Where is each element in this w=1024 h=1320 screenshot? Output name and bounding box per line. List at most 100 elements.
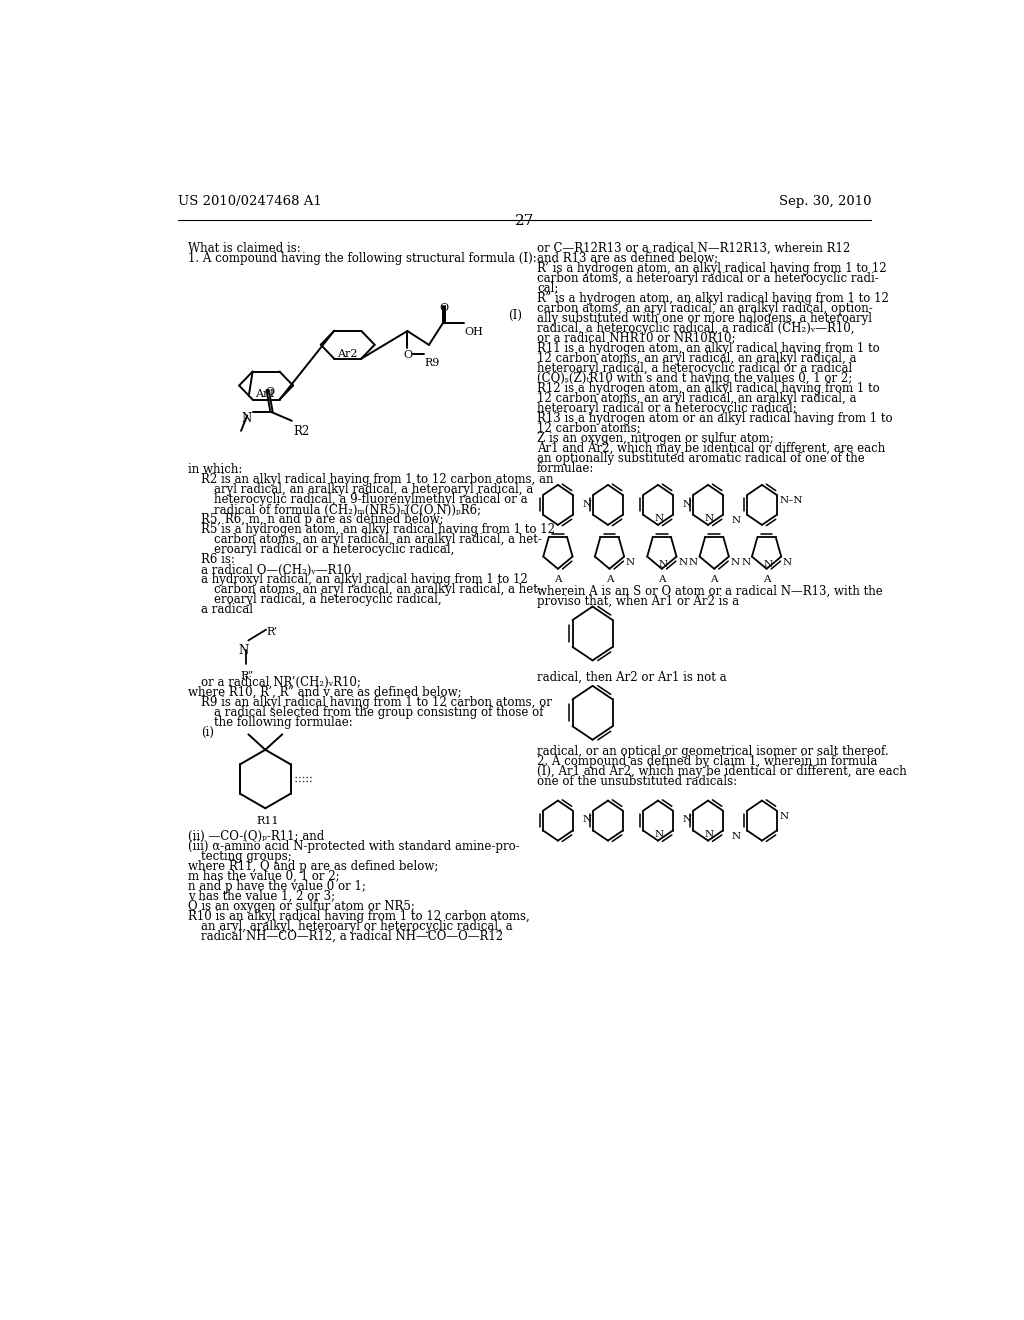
Text: (iii) α-amino acid N-protected with standard amine-pro-: (iii) α-amino acid N-protected with stan…: [188, 840, 520, 853]
Text: R9: R9: [424, 358, 439, 368]
Text: N: N: [730, 558, 739, 568]
Text: Ar1: Ar1: [255, 389, 275, 400]
Text: heteroaryl radical or a heterocyclic radical;: heteroaryl radical or a heterocyclic rad…: [538, 401, 797, 414]
Text: N: N: [705, 515, 714, 523]
Text: N: N: [764, 560, 773, 569]
Text: Ar2: Ar2: [337, 348, 357, 359]
Text: N: N: [705, 830, 714, 838]
Text: N: N: [678, 558, 687, 568]
Text: N: N: [626, 558, 635, 568]
Text: an optionally substituted aromatic radical of one of the: an optionally substituted aromatic radic…: [538, 451, 865, 465]
Text: formulae:: formulae:: [538, 462, 595, 475]
Text: N: N: [239, 644, 249, 656]
Text: carbon atoms, an aryl radical, an aralkyl radical, a het-: carbon atoms, an aryl radical, an aralky…: [214, 583, 543, 597]
Text: A: A: [711, 576, 718, 583]
Text: aryl radical, an aralkyl radical, a heteroaryl radical, a: aryl radical, an aralkyl radical, a hete…: [214, 483, 534, 496]
Text: N: N: [779, 812, 788, 821]
Text: a radical: a radical: [202, 603, 253, 616]
Text: R5 is a hydrogen atom, an alkyl radical having from 1 to 12: R5 is a hydrogen atom, an alkyl radical …: [202, 524, 555, 536]
Text: What is claimed is:: What is claimed is:: [188, 242, 301, 255]
Text: m has the value 0, 1 or 2;: m has the value 0, 1 or 2;: [188, 870, 340, 883]
Text: N: N: [689, 558, 698, 568]
Text: A: A: [605, 576, 613, 583]
Text: eroaryl radical, a heterocyclic radical,: eroaryl radical, a heterocyclic radical,: [214, 594, 442, 606]
Text: radical, a heterocyclic radical, a radical (CH₂)ᵥ—R10,: radical, a heterocyclic radical, a radic…: [538, 322, 855, 335]
Text: R” is a hydrogen atom, an alkyl radical having from 1 to 12: R” is a hydrogen atom, an alkyl radical …: [538, 292, 889, 305]
Text: OH: OH: [464, 327, 483, 337]
Text: N: N: [732, 832, 741, 841]
Text: R6 is:: R6 is:: [202, 553, 236, 566]
Text: 1. A compound having the following structural formula (I):: 1. A compound having the following struc…: [188, 252, 537, 265]
Text: R10 is an alkyl radical having from 1 to 12 carbon atoms,: R10 is an alkyl radical having from 1 to…: [188, 909, 530, 923]
Text: A: A: [658, 576, 666, 583]
Text: R11: R11: [256, 816, 279, 826]
Text: (CO)ₛ(Z)ₜR10 with s and t having the values 0, 1 or 2;: (CO)ₛ(Z)ₜR10 with s and t having the val…: [538, 372, 852, 384]
Text: 12 carbon atoms, an aryl radical, an aralkyl radical, a: 12 carbon atoms, an aryl radical, an ara…: [538, 351, 857, 364]
Text: a radical selected from the group consisting of those of: a radical selected from the group consis…: [214, 706, 544, 719]
Text: O: O: [403, 350, 413, 359]
Text: heteroaryl radical, a heterocyclic radical or a radical: heteroaryl radical, a heterocyclic radic…: [538, 362, 852, 375]
Text: or C—R12R13 or a radical N—R12R13, wherein R12: or C—R12R13 or a radical N—R12R13, where…: [538, 242, 850, 255]
Text: N: N: [658, 560, 668, 569]
Text: O: O: [439, 304, 449, 313]
Text: N: N: [741, 558, 751, 568]
Text: radical of formula (CH₂)ₘ(NR5)ₙ(C(O,N))ₚR6;: radical of formula (CH₂)ₘ(NR5)ₙ(C(O,N))ₚ…: [214, 503, 481, 516]
Text: US 2010/0247468 A1: US 2010/0247468 A1: [178, 195, 323, 209]
Text: in which:: in which:: [188, 463, 243, 477]
Text: 12 carbon atoms, an aryl radical, an aralkyl radical, a: 12 carbon atoms, an aryl radical, an ara…: [538, 392, 857, 405]
Text: carbon atoms, an aryl radical, an aralkyl radical, option-: carbon atoms, an aryl radical, an aralky…: [538, 302, 872, 314]
Text: Ar1 and Ar2, which may be identical or different, are each: Ar1 and Ar2, which may be identical or d…: [538, 442, 886, 455]
Text: R”: R”: [241, 671, 254, 681]
Text: (ii) —CO-(Q)ₚ-R11; and: (ii) —CO-(Q)ₚ-R11; and: [188, 830, 325, 843]
Text: v has the value 1, 2 or 3;: v has the value 1, 2 or 3;: [188, 890, 336, 903]
Text: R9 is an alkyl radical having from 1 to 12 carbon atoms, or: R9 is an alkyl radical having from 1 to …: [202, 696, 552, 709]
Text: (i): (i): [202, 726, 214, 739]
Text: R’: R’: [266, 627, 278, 636]
Text: radical, or an optical or geometrical isomer or salt thereof.: radical, or an optical or geometrical is…: [538, 744, 889, 758]
Text: or a radical NHR10 or NR10R10;: or a radical NHR10 or NR10R10;: [538, 331, 735, 345]
Text: or a radical NR’(CH₂)ᵥR10;: or a radical NR’(CH₂)ᵥR10;: [202, 676, 361, 689]
Text: R13 is a hydrogen atom or an alkyl radical having from 1 to: R13 is a hydrogen atom or an alkyl radic…: [538, 412, 893, 425]
Text: where R11, Q and p are as defined below;: where R11, Q and p are as defined below;: [188, 859, 438, 873]
Text: one of the unsubstituted radicals:: one of the unsubstituted radicals:: [538, 775, 737, 788]
Text: N: N: [241, 412, 251, 425]
Text: 2. A compound as defined by claim 1, wherein in formula: 2. A compound as defined by claim 1, whe…: [538, 755, 878, 768]
Text: Q is an oxygen or sulfur atom or NR5;: Q is an oxygen or sulfur atom or NR5;: [188, 900, 415, 913]
Text: Sep. 30, 2010: Sep. 30, 2010: [779, 195, 871, 209]
Text: ally substituted with one or more halogens, a heteroaryl: ally substituted with one or more haloge…: [538, 312, 872, 325]
Text: R2 is an alkyl radical having from 1 to 12 carbon atoms, an: R2 is an alkyl radical having from 1 to …: [202, 474, 554, 486]
Text: N: N: [732, 516, 741, 525]
Text: N: N: [683, 816, 692, 824]
Text: R12 is a hydrogen atom, an alkyl radical having from 1 to: R12 is a hydrogen atom, an alkyl radical…: [538, 381, 880, 395]
Text: A: A: [763, 576, 770, 583]
Text: R11 is a hydrogen atom, an alkyl radical having from 1 to: R11 is a hydrogen atom, an alkyl radical…: [538, 342, 880, 355]
Text: R2: R2: [294, 425, 309, 438]
Text: a radical O—(CH₂)ᵥ—R10,: a radical O—(CH₂)ᵥ—R10,: [202, 564, 355, 577]
Text: A: A: [554, 576, 561, 583]
Text: Z is an oxygen, nitrogen or sulfur atom;: Z is an oxygen, nitrogen or sulfur atom;: [538, 432, 774, 445]
Text: R5, R6, m, n and p are as defined below;: R5, R6, m, n and p are as defined below;: [202, 513, 444, 527]
Text: wherein A is an S or O atom or a radical N—R13, with the: wherein A is an S or O atom or a radical…: [538, 585, 883, 598]
Text: heterocyclic radical, a 9-fluorenylmethyl radical or a: heterocyclic radical, a 9-fluorenylmethy…: [214, 494, 528, 507]
Text: N: N: [782, 558, 792, 568]
Text: 12 carbon atoms;: 12 carbon atoms;: [538, 422, 641, 434]
Text: radical, then Ar2 or Ar1 is not a: radical, then Ar2 or Ar1 is not a: [538, 671, 727, 684]
Text: where R10, R’, R” and v are as defined below;: where R10, R’, R” and v are as defined b…: [188, 686, 462, 698]
Text: eroaryl radical or a heterocyclic radical,: eroaryl radical or a heterocyclic radica…: [214, 544, 455, 557]
Text: 27: 27: [515, 214, 535, 228]
Text: N: N: [583, 816, 592, 824]
Text: an aryl, aralkyl, heteroaryl or heterocyclic radical, a: an aryl, aralkyl, heteroaryl or heterocy…: [202, 920, 513, 933]
Text: a hydroxyl radical, an alkyl radical having from 1 to 12: a hydroxyl radical, an alkyl radical hav…: [202, 573, 528, 586]
Text: R’ is a hydrogen atom, an alkyl radical having from 1 to 12: R’ is a hydrogen atom, an alkyl radical …: [538, 261, 887, 275]
Text: (Ⅰ), Ar1 and Ar2, which may be identical or different, are each: (Ⅰ), Ar1 and Ar2, which may be identical…: [538, 766, 907, 779]
Text: radical NH—CO—R12, a radical NH—CO—O—R12: radical NH—CO—R12, a radical NH—CO—O—R12: [202, 929, 504, 942]
Text: (I): (I): [508, 309, 522, 322]
Text: N: N: [683, 499, 692, 508]
Text: carbon atoms, a heteroaryl radical or a heterocyclic radi-: carbon atoms, a heteroaryl radical or a …: [538, 272, 879, 285]
Text: n and p have the value 0 or 1;: n and p have the value 0 or 1;: [188, 880, 367, 892]
Text: tecting groups;: tecting groups;: [202, 850, 292, 863]
Text: cal;: cal;: [538, 281, 558, 294]
Text: N: N: [655, 830, 664, 838]
Text: and R13 are as defined below;: and R13 are as defined below;: [538, 252, 718, 264]
Text: the following formulae:: the following formulae:: [214, 715, 353, 729]
